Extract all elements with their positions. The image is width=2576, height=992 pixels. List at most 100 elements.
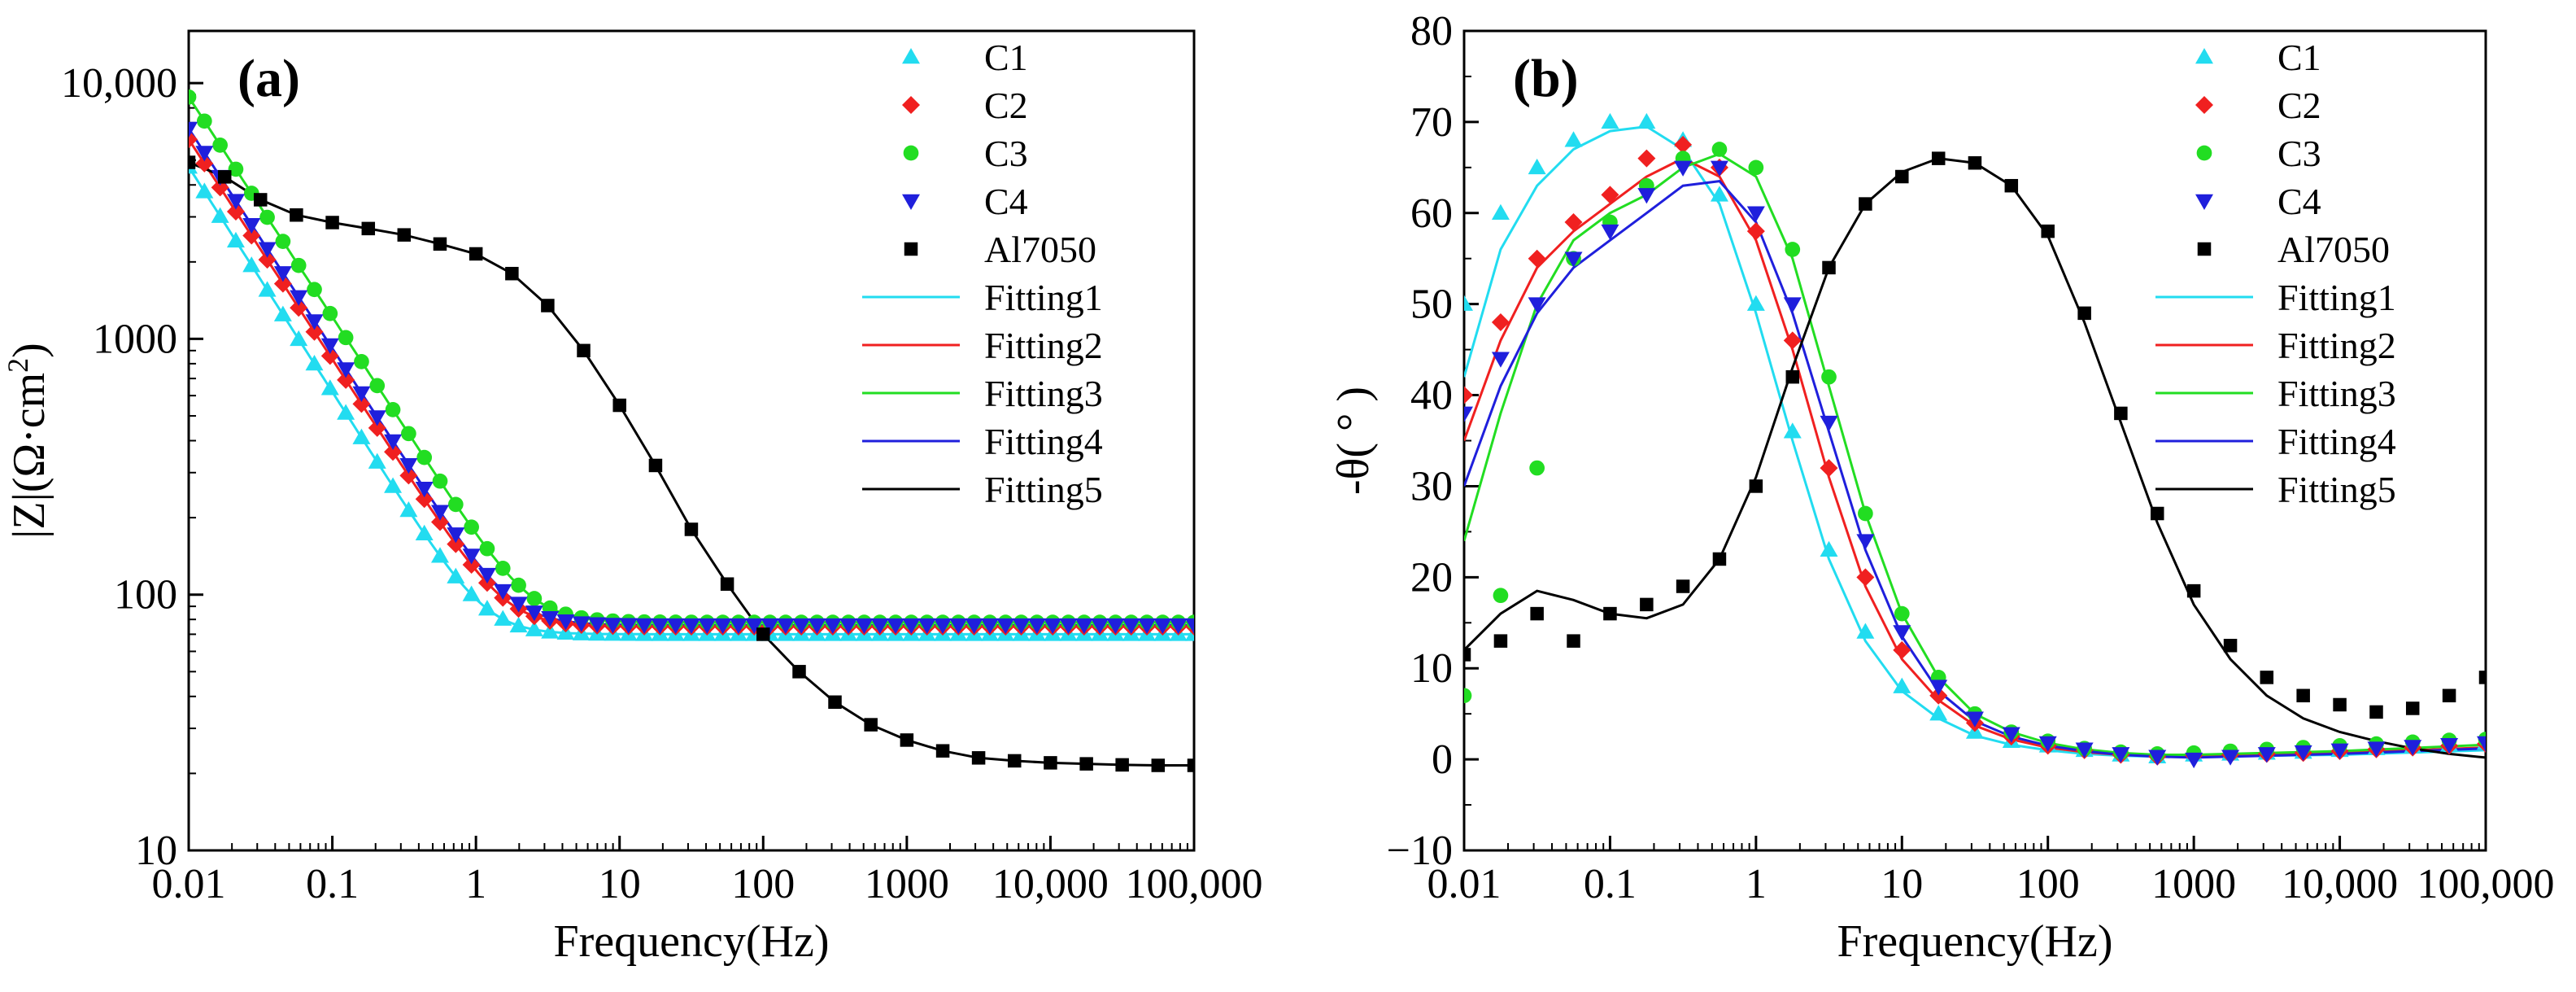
panel-a-c2-point-14 bbox=[399, 466, 418, 485]
panel-a-al7050-point-10 bbox=[541, 299, 555, 312]
panel-b-legend-label-fitting2: Fitting2 bbox=[2277, 325, 2396, 366]
panel-a-c1-point-9 bbox=[320, 379, 339, 395]
panel-a-c4-point-37 bbox=[761, 618, 779, 635]
panel-a-c4-point-3 bbox=[226, 194, 245, 210]
panel-a-c4-point-17 bbox=[447, 527, 465, 544]
panel-b-legend-swatch-c3 bbox=[2196, 145, 2212, 161]
panel-b-legend-label-c3: C3 bbox=[2277, 133, 2321, 174]
panel-b-legend-swatch-c1 bbox=[2195, 48, 2213, 64]
panel-a-data bbox=[189, 89, 1194, 772]
panel-b-al7050-point-23 bbox=[2296, 688, 2310, 703]
panel-b-legend-label-fitting3: Fitting3 bbox=[2277, 373, 2396, 414]
panel-a-al7050-point-15 bbox=[720, 577, 734, 591]
panel-a-c4-point-31 bbox=[666, 618, 685, 635]
panel-a-c1-point-18 bbox=[462, 585, 481, 601]
panel-b-al7050-point-1 bbox=[1493, 634, 1508, 648]
panel-b-c4-point-25 bbox=[2367, 741, 2386, 758]
panel-a-c4-point-58 bbox=[1091, 618, 1109, 635]
panel-b-c2-point-9 bbox=[1783, 331, 1802, 350]
panel-b-y-tick-label-9: 80 bbox=[1410, 8, 1453, 55]
panel-b-c4-point-22 bbox=[2257, 747, 2276, 763]
panel-a-c4-point-59 bbox=[1106, 618, 1125, 635]
panel-b-x-tick-label-4: 100 bbox=[2016, 861, 2080, 907]
panel-b-c1-point-12 bbox=[1893, 677, 1911, 693]
panel-a-c3-point-18 bbox=[464, 519, 479, 535]
panel-a-x-tick-label-0: 0.01 bbox=[152, 861, 226, 907]
panel-a-al7050-point-1 bbox=[217, 170, 232, 184]
panel-a-c4-point-23 bbox=[541, 611, 560, 627]
panel-a-c4-series bbox=[189, 121, 1194, 635]
panel-a-al7050-point-22 bbox=[971, 751, 986, 765]
panel-a-c4-point-16 bbox=[431, 505, 449, 521]
panel-a-al7050-point-14 bbox=[684, 522, 699, 536]
panel-b-legend-label-c2: C2 bbox=[2277, 85, 2321, 126]
panel-b-c4-point-18 bbox=[2112, 747, 2130, 763]
panel-b-legend-label-fitting5: Fitting5 bbox=[2277, 469, 2396, 510]
panel-a-legend-label-c1: C1 bbox=[984, 37, 1028, 78]
panel-b-al7050-point-5 bbox=[1640, 597, 1654, 612]
panel-b-al7050-point-26 bbox=[2405, 701, 2420, 715]
panel-a-c4-point-36 bbox=[745, 618, 764, 635]
panel-a-c4-point-35 bbox=[729, 618, 748, 635]
panel-a-legend: C1 C2 C3 C4 Al7050 Fitting1 Fitting2 Fitting3 Fi… bbox=[862, 37, 1103, 510]
panel-a-legend-swatch-c2 bbox=[902, 96, 920, 114]
panel-a-c3-point-14 bbox=[401, 426, 416, 442]
panel-a-legend-swatch-c3 bbox=[903, 145, 919, 161]
panel-b-c3-point-12 bbox=[1894, 605, 1910, 622]
panel-a-al7050-point-18 bbox=[828, 695, 842, 710]
panel-b-x-tick-label-1: 0.1 bbox=[1584, 861, 1637, 907]
panel-a-c2-point-3 bbox=[226, 202, 245, 221]
panel-a-c4-point-5 bbox=[258, 242, 277, 258]
panel-a-y-tick-label-3: 10,000 bbox=[61, 60, 177, 107]
panel-a-legend-label-c4: C4 bbox=[984, 181, 1028, 222]
panel-a-c3-point-6 bbox=[275, 234, 291, 249]
panel-a-x-tick-label-1: 0.1 bbox=[306, 861, 359, 907]
panel-b-y-tick-label-4: 30 bbox=[1410, 463, 1453, 509]
panel-b-al7050-point-0 bbox=[1464, 648, 1471, 662]
panel-a-label: (a) bbox=[238, 49, 300, 108]
panel-b-c4-point-8 bbox=[1746, 206, 1765, 222]
panel-a-c4-point-57 bbox=[1074, 618, 1093, 635]
panel-b-al7050-point-21 bbox=[2223, 639, 2238, 653]
panel-b-c1-point-11 bbox=[1856, 623, 1875, 639]
panel-b-c2-point-3 bbox=[1564, 212, 1583, 231]
panel-b-c2-point-1 bbox=[1491, 313, 1510, 332]
panel-a-c4-point-41 bbox=[823, 618, 842, 635]
panel-a-c2-point-12 bbox=[368, 418, 386, 437]
panel-b-label: (b) bbox=[1513, 49, 1579, 108]
panel-a-c4-point-22 bbox=[525, 605, 543, 622]
panel-a-c3-point-1 bbox=[196, 113, 212, 129]
panel-a-c4-point-38 bbox=[776, 618, 795, 635]
panel-a-al7050-point-20 bbox=[900, 733, 914, 747]
panel-a-c4-point-52 bbox=[996, 618, 1015, 635]
panel-a-al7050-point-26 bbox=[1115, 758, 1129, 772]
panel-b-c4-point-23 bbox=[2294, 745, 2312, 762]
panel-a-legend-swatch-al7050 bbox=[904, 242, 918, 256]
panel-a-c3-point-9 bbox=[322, 305, 338, 321]
panel-a-c4-point-54 bbox=[1027, 618, 1046, 635]
panel-a-al7050-point-7 bbox=[433, 237, 447, 251]
panel-a-c4-point-44 bbox=[870, 618, 889, 635]
panel-a-x-tick-label-7: 100,000 bbox=[1126, 861, 1263, 907]
panel-a-c4-point-4 bbox=[242, 217, 261, 234]
panel-a-y-tick-label-1: 100 bbox=[114, 572, 177, 618]
panel-a-c3-point-3 bbox=[228, 161, 244, 177]
panel-b-c4-point-14 bbox=[1965, 711, 1984, 728]
panel-a-c4-point-33 bbox=[698, 618, 717, 635]
panel-a-c2-point-0 bbox=[189, 130, 198, 149]
panel-b-al7050-point-7 bbox=[1712, 552, 1727, 566]
panel-b-c4-point-7 bbox=[1710, 160, 1728, 177]
panel-b-al7050-series bbox=[1464, 151, 2486, 719]
panel-a-c4-point-12 bbox=[368, 410, 386, 426]
panel-a-c4-point-26 bbox=[588, 617, 607, 633]
panel-b-al7050-point-28 bbox=[2478, 671, 2486, 684]
panel-b-c3-point-2 bbox=[1529, 460, 1545, 476]
panel-b-c4-point-6 bbox=[1674, 160, 1693, 177]
panel-a-c3-point-11 bbox=[354, 354, 369, 369]
panel-b-x-tick-label-2: 1 bbox=[1746, 861, 1767, 907]
panel-b-legend-label-fitting4: Fitting4 bbox=[2277, 421, 2396, 462]
panel-b-al7050-point-24 bbox=[2333, 697, 2347, 712]
panel-a-c4-point-20 bbox=[494, 583, 512, 601]
panel-a-c4-point-48 bbox=[934, 618, 952, 635]
